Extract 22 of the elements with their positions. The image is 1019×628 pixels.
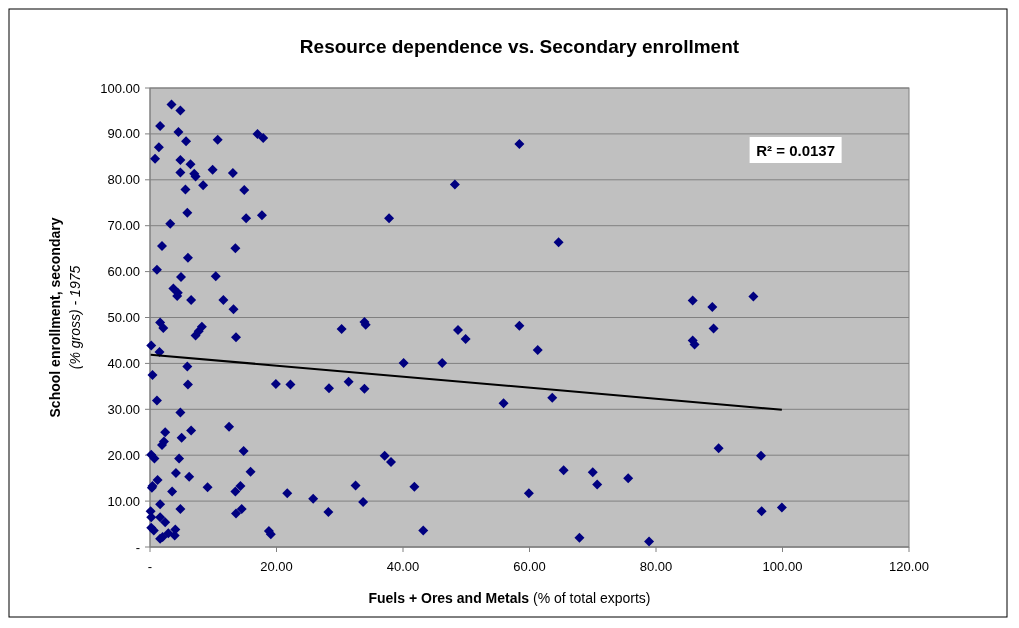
x-tick-label: 20.00 [260, 559, 293, 574]
x-tick-label: 120.00 [889, 559, 929, 574]
y-tick-label: 90.00 [107, 126, 140, 142]
chart-title: Resource dependence vs. Secondary enrollment [299, 36, 740, 57]
x-tick-label: 60.00 [513, 559, 546, 574]
x-tick-label: 100.00 [762, 559, 803, 574]
annotation: R² = 0.0137 [756, 142, 836, 159]
x-tick-label: - [147, 559, 153, 574]
y-tick-label: 60.00 [107, 264, 140, 280]
x-axis-title: Fuels + Ores and Metals (% of total exports) [368, 590, 651, 606]
x-tick-label: 40.00 [386, 559, 420, 574]
y-tick-label: 70.00 [107, 218, 140, 234]
y-axis-title: School enrollment, secondary (% gross) - 1975 [47, 217, 83, 418]
y-tick-label: 50.00 [107, 310, 140, 325]
y-tick-label: 10.00 [107, 493, 140, 509]
y-tick-label: 30.00 [107, 401, 140, 417]
y-tick-label: - [135, 539, 140, 555]
y-tick-label: 20.00 [107, 447, 140, 463]
y-tick-label: 80.00 [107, 172, 140, 188]
y-tick-label: 100.00 [100, 80, 140, 96]
x-tick-label: 80.00 [639, 559, 673, 574]
y-tick-label: 40.00 [107, 355, 140, 371]
